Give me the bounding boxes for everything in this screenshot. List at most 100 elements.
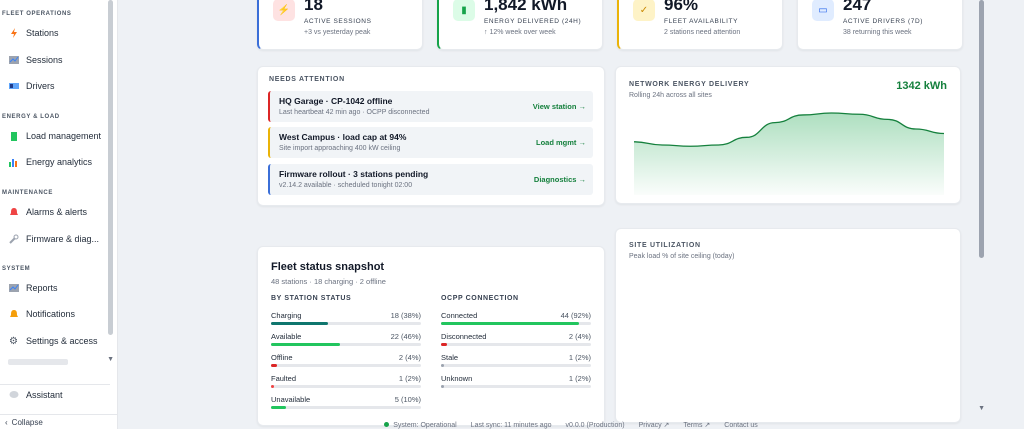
id-card-icon: ▭ (812, 0, 834, 21)
scroll-down-icon[interactable]: ▼ (107, 356, 114, 363)
status-row: Available 22 (46%) (271, 332, 421, 350)
lightning-icon (8, 28, 19, 39)
progress-track (271, 406, 421, 409)
row-label: Charging (271, 311, 302, 320)
check-icon: ✓ (633, 0, 655, 21)
sidebar-item-sessions[interactable]: Sessions (8, 51, 63, 69)
sidebar-item-reports[interactable]: Reports (8, 279, 58, 297)
terms-link[interactable]: Terms ↗ (683, 422, 711, 429)
energy-total: 1342 kWh (896, 80, 947, 92)
row-value: 1 (2%) (398, 374, 421, 383)
sidebar-item-label: Firmware & diag... (26, 234, 100, 244)
diagnostics-link[interactable]: Diagnostics → (533, 175, 586, 184)
view-station-link[interactable]: View station → (532, 102, 586, 111)
sidebar-item-load-management[interactable]: Load management (8, 127, 101, 145)
sidebar-item-drivers[interactable]: Drivers (8, 77, 55, 95)
energy-area-chart (633, 112, 945, 195)
kpi-card-active-drivers[interactable]: ▭ 247 ACTIVE DRIVERS (7D) 38 returning t… (797, 0, 963, 50)
section-title-energy-load: ENERGY & LOAD (2, 114, 60, 120)
contact-link[interactable]: Contact us (724, 421, 758, 429)
progress-track (271, 322, 421, 325)
assistant-button[interactable]: Assistant (0, 384, 110, 404)
progress-fill (271, 364, 277, 367)
sidebar-item-label: Stations (26, 28, 59, 38)
system-status: System: Operational (384, 421, 457, 429)
scroll-down-icon[interactable]: ▼ (978, 405, 985, 412)
kpi-card-fleet-availability[interactable]: ✓ 96% FLEET AVAILABILITY 2 stations need… (617, 0, 783, 50)
progress-track (441, 343, 591, 346)
sidebar-scrollbar[interactable] (108, 0, 113, 335)
progress-fill (271, 343, 340, 346)
attention-item-title: West Campus · load cap at 94% (279, 132, 407, 142)
attention-item-sub: Last heartbeat 42 min ago · OCPP disconn… (279, 109, 430, 116)
main-scrollbar[interactable] (979, 0, 984, 258)
sidebar-item-energy-analytics[interactable]: Energy analytics (8, 153, 92, 171)
progress-fill (441, 322, 579, 325)
progress-fill (271, 322, 328, 325)
kpi-value: 1,842 kWh (484, 0, 568, 14)
utilization-sub: Peak load % of site ceiling (today) (629, 253, 735, 260)
energy-line (633, 112, 945, 147)
section-title-maintenance: MAINTENANCE (2, 190, 53, 196)
privacy-link[interactable]: Privacy ↗ (638, 422, 670, 429)
row-value: 44 (92%) (560, 311, 591, 320)
attention-item-load-cap[interactable]: West Campus · load cap at 94% Site impor… (268, 127, 593, 158)
sidebar-item-label: Reports (26, 283, 58, 293)
row-label: Unavailable (271, 395, 311, 404)
status-column-title: BY STATION STATUS (271, 295, 352, 302)
row-value: 1 (2%) (568, 353, 591, 362)
assistant-label: Assistant (26, 389, 63, 400)
fleet-sub: 48 stations · 18 charging · 2 offline (271, 277, 386, 286)
kpi-value: 96% (664, 0, 699, 14)
row-label: Offline (271, 353, 293, 362)
kpi-label: ACTIVE DRIVERS (7D) (843, 18, 924, 25)
row-label: Connected (441, 311, 478, 320)
progress-fill (441, 343, 447, 346)
attention-item-title: HQ Garage · CP-1042 offline (279, 96, 393, 106)
sidebar-item-firmware[interactable]: Firmware & diag... (8, 230, 99, 248)
row-value: 2 (4%) (568, 332, 591, 341)
progress-track (441, 322, 591, 325)
sidebar-item-label: Settings & access (26, 336, 98, 346)
ocpp-row: Connected 44 (92%) (441, 311, 591, 329)
row-label: Disconnected (441, 332, 487, 341)
progress-track (441, 364, 591, 367)
sidebar-item-alarms[interactable]: Alarms & alerts (8, 203, 87, 221)
sidebar-hidden-item (8, 359, 68, 365)
network-energy-card: NETWORK ENERGY DELIVERY Rolling 24h acro… (615, 66, 961, 204)
sidebar-item-settings[interactable]: ⚙ Settings & access (8, 332, 98, 350)
kpi-card-energy-delivered[interactable]: ▮ 1,842 kWh ENERGY DELIVERED (24H) ↑ 12%… (437, 0, 603, 50)
sidebar-item-label: Energy analytics (26, 157, 93, 167)
status-row: Charging 18 (38%) (271, 311, 421, 329)
notification-icon (8, 309, 19, 320)
attention-item-sub: v2.14.2 available · scheduled tonight 02… (279, 182, 413, 189)
battery-icon (8, 131, 19, 142)
needs-attention-title: NEEDS ATTENTION (269, 76, 345, 83)
row-value: 1 (2%) (568, 374, 591, 383)
footer: System: Operational Last sync: 11 minute… (118, 421, 1024, 429)
ocpp-column-title: OCPP CONNECTION (441, 295, 519, 302)
row-label: Faulted (271, 374, 297, 383)
load-mgmt-link[interactable]: Load mgmt → (536, 138, 586, 147)
status-dot-icon (384, 421, 390, 427)
progress-track (271, 343, 421, 346)
kpi-sub: 38 returning this week (843, 29, 912, 36)
kpi-label: ACTIVE SESSIONS (304, 18, 372, 25)
row-value: 5 (10%) (394, 395, 421, 404)
kpi-sub: ↑ 12% week over week (484, 29, 556, 36)
row-value: 22 (46%) (390, 332, 421, 341)
sidebar-item-label: Drivers (26, 81, 55, 91)
fleet-title: Fleet status snapshot (271, 261, 385, 273)
section-title-fleet-operations: FLEET OPERATIONS (2, 11, 72, 17)
collapse-button[interactable]: ‹ Collapse (0, 414, 117, 429)
kpi-card-active-sessions[interactable]: ⚡ 18 ACTIVE SESSIONS +3 vs yesterday pea… (257, 0, 423, 50)
sidebar-item-notifications[interactable]: Notifications (8, 305, 75, 323)
attention-item-firmware[interactable]: Firmware rollout · 3 stations pending v2… (268, 164, 593, 195)
sidebar-item-stations[interactable]: Stations (8, 24, 59, 42)
report-icon (8, 283, 19, 294)
energy-area (634, 113, 944, 195)
row-label: Available (271, 332, 302, 341)
ocpp-row: Unknown 1 (2%) (441, 374, 591, 392)
attention-item-offline[interactable]: HQ Garage · CP-1042 offline Last heartbe… (268, 91, 593, 122)
progress-fill (271, 406, 286, 409)
